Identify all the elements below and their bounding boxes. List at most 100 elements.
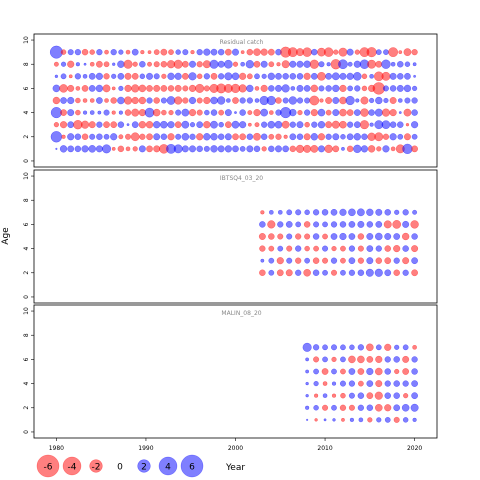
residual-bubble — [67, 121, 75, 129]
residual-bubble — [357, 220, 365, 228]
residual-bubble — [118, 85, 124, 91]
residual-bubble — [55, 147, 58, 150]
residual-bubble — [260, 210, 265, 215]
residual-bubble — [322, 221, 328, 228]
residual-bubble — [153, 49, 160, 55]
residual-bubble — [339, 108, 347, 117]
residual-bubble — [182, 97, 189, 104]
residual-bubble — [253, 109, 261, 117]
residual-bubble — [131, 48, 139, 56]
residual-bubble — [286, 233, 293, 240]
residual-bubble — [340, 134, 346, 140]
residual-bubble — [310, 133, 318, 141]
y-tick-label: 2 — [23, 406, 30, 410]
y-tick-label: 8 — [23, 333, 30, 337]
residual-bubble — [196, 61, 203, 68]
residual-bubble — [253, 60, 261, 68]
residual-bubble — [402, 355, 410, 363]
residual-bubble — [75, 109, 81, 116]
residual-bubble — [393, 392, 400, 399]
residual-bubble — [138, 96, 147, 105]
residual-bubble — [49, 45, 63, 59]
residual-bubble — [325, 133, 332, 140]
panel-bubbles — [258, 208, 419, 277]
residual-bubble — [104, 98, 109, 103]
residual-bubble — [196, 133, 204, 141]
residual-bubble — [268, 133, 275, 140]
residual-bubble — [366, 343, 374, 352]
y-tick-label: 0 — [23, 295, 30, 299]
residual-bubble — [413, 74, 416, 78]
residual-bubble — [394, 368, 400, 375]
residual-bubble — [161, 73, 167, 79]
residual-bubble — [138, 109, 146, 117]
residual-bubble — [59, 84, 68, 93]
residual-bubble — [174, 84, 182, 92]
residual-bubble — [353, 121, 361, 129]
residual-bubble — [89, 61, 95, 67]
residual-bubble — [60, 61, 67, 67]
residual-bubble — [366, 356, 374, 363]
residual-bubble — [375, 355, 383, 363]
residual-bubble — [296, 73, 304, 80]
residual-bubble — [368, 109, 375, 116]
residual-bubble — [339, 96, 347, 105]
residual-bubble — [403, 84, 412, 93]
residual-bubble — [288, 96, 297, 105]
residual-bubble — [132, 61, 138, 67]
residual-bubble — [302, 342, 312, 352]
residual-bubble — [289, 121, 296, 128]
residual-bubble — [295, 245, 302, 252]
residual-bubble — [295, 257, 302, 264]
residual-bubble — [322, 381, 328, 386]
residual-bubble — [322, 393, 328, 398]
residual-bubble — [89, 110, 95, 115]
residual-bubble — [360, 108, 369, 117]
x-tick-label: 1980 — [49, 445, 64, 452]
residual-bubble — [382, 133, 390, 140]
x-tick-label: 2000 — [228, 445, 243, 452]
residual-bubble — [341, 417, 345, 422]
residual-bubble — [381, 71, 391, 81]
residual-bubble — [389, 109, 397, 117]
residual-bubble — [202, 60, 211, 69]
residual-bubble — [267, 120, 276, 129]
residual-bubble — [376, 146, 382, 152]
residual-bubble — [384, 233, 392, 240]
residual-bubble — [131, 72, 139, 80]
residual-bubble — [384, 368, 391, 375]
residual-bubble — [296, 121, 304, 129]
residual-bubble — [321, 209, 329, 216]
residual-bubble — [348, 245, 356, 252]
residual-bubble — [384, 245, 391, 252]
residual-bubble — [266, 95, 276, 106]
panel-1: Residual catch 0 2 4 6 8 10 — [23, 33, 438, 168]
residual-bubble — [281, 84, 290, 93]
residual-bubble — [295, 144, 305, 153]
residual-bubble — [366, 47, 377, 58]
residual-bubble — [310, 109, 318, 117]
residual-bubble — [203, 48, 211, 56]
residual-bubble — [309, 95, 320, 106]
residual-bubble — [181, 120, 190, 129]
residual-bubble — [111, 146, 116, 151]
residual-bubble — [384, 417, 391, 423]
residual-bubble — [325, 97, 333, 104]
y-tick-label: 4 — [23, 111, 30, 115]
residual-bubble — [411, 380, 418, 387]
residual-bubble — [290, 86, 296, 91]
residual-bubble — [195, 83, 205, 93]
residual-bubble — [383, 49, 389, 55]
residual-bubble — [411, 356, 418, 363]
residual-bubble — [296, 97, 304, 104]
residual-bubble — [153, 121, 161, 129]
legend-label: 2 — [141, 463, 147, 473]
residual-bubble — [311, 121, 318, 128]
residual-bubble — [341, 146, 345, 151]
residual-bubble — [412, 417, 417, 422]
residual-bubble — [339, 208, 347, 216]
residual-bubble — [75, 97, 81, 104]
residual-bubble — [310, 144, 319, 153]
residual-bubble — [275, 145, 282, 153]
residual-bubble — [289, 73, 297, 80]
